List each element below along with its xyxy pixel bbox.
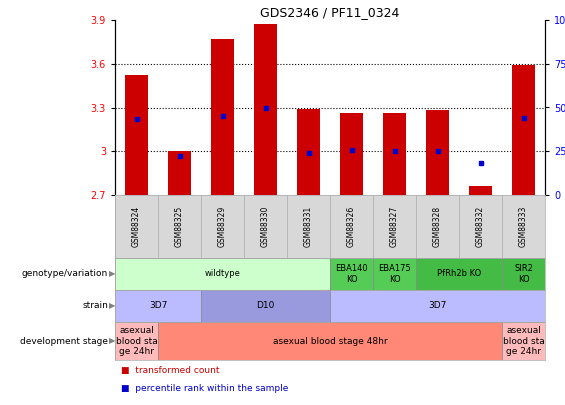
Bar <box>115 290 201 322</box>
Bar <box>330 290 545 322</box>
Text: ▶: ▶ <box>110 269 116 279</box>
Bar <box>115 258 330 290</box>
Text: ■  transformed count: ■ transformed count <box>121 366 219 375</box>
Text: GSM88333: GSM88333 <box>519 206 528 247</box>
Text: 3D7: 3D7 <box>428 301 447 311</box>
Text: genotype/variation: genotype/variation <box>22 269 108 279</box>
Text: GSM88326: GSM88326 <box>347 206 356 247</box>
Bar <box>502 258 545 290</box>
Bar <box>115 322 158 360</box>
Title: GDS2346 / PF11_0324: GDS2346 / PF11_0324 <box>260 6 399 19</box>
Text: GSM88329: GSM88329 <box>218 206 227 247</box>
Text: strain: strain <box>82 301 108 311</box>
Bar <box>168 151 192 195</box>
Bar <box>125 75 149 195</box>
Text: D10: D10 <box>257 301 275 311</box>
Text: 3D7: 3D7 <box>149 301 167 311</box>
Text: asexual
blood sta
ge 24hr: asexual blood sta ge 24hr <box>116 326 158 356</box>
Text: EBA140
KO: EBA140 KO <box>335 264 368 284</box>
Text: ▶: ▶ <box>110 337 116 345</box>
Text: EBA175
KO: EBA175 KO <box>378 264 411 284</box>
Text: GSM88325: GSM88325 <box>175 206 184 247</box>
Bar <box>416 258 502 290</box>
Bar <box>469 186 492 195</box>
Text: wildtype: wildtype <box>205 269 241 279</box>
Bar <box>330 258 373 290</box>
Text: GSM88332: GSM88332 <box>476 206 485 247</box>
Bar <box>502 322 545 360</box>
Bar <box>211 39 234 195</box>
Text: GSM88324: GSM88324 <box>132 206 141 247</box>
Text: asexual blood stage 48hr: asexual blood stage 48hr <box>273 337 388 345</box>
Bar <box>254 24 277 195</box>
Bar <box>340 113 363 195</box>
Text: ■  percentile rank within the sample: ■ percentile rank within the sample <box>121 384 288 393</box>
Bar <box>425 111 449 195</box>
Bar <box>297 109 320 195</box>
Text: PfRh2b KO: PfRh2b KO <box>437 269 481 279</box>
Bar <box>512 65 535 195</box>
Text: GSM88328: GSM88328 <box>433 206 442 247</box>
Text: ▶: ▶ <box>110 301 116 311</box>
Text: asexual
blood sta
ge 24hr: asexual blood sta ge 24hr <box>503 326 544 356</box>
Bar <box>373 258 416 290</box>
Text: GSM88330: GSM88330 <box>261 206 270 247</box>
Bar <box>158 322 502 360</box>
Bar <box>383 113 406 195</box>
Text: SIR2
KO: SIR2 KO <box>514 264 533 284</box>
Bar <box>201 290 330 322</box>
Text: development stage: development stage <box>20 337 108 345</box>
Text: GSM88327: GSM88327 <box>390 206 399 247</box>
Text: GSM88331: GSM88331 <box>304 206 313 247</box>
